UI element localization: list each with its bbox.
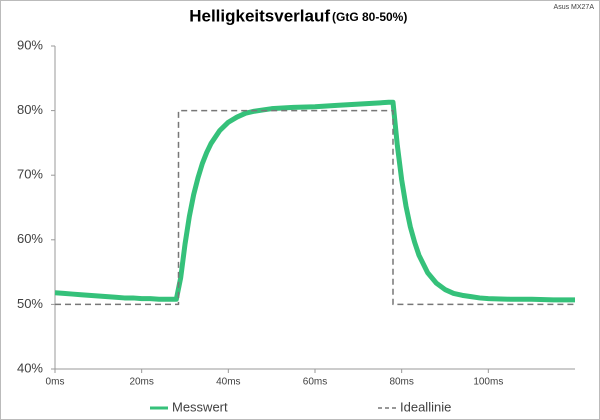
series-line [55,109,575,306]
chart-subtitle: (GtG 80-50%) [332,10,407,24]
x-tick-label: 80ms [389,377,413,388]
x-tick-label: 60ms [303,377,327,388]
x-tick-label: 20ms [129,377,153,388]
y-tick-label: 70% [17,167,43,182]
y-tick-label: 40% [17,360,43,375]
y-tick-label: 60% [17,231,43,246]
x-tick-label: 40ms [216,377,240,388]
x-tick-label: 100ms [473,377,503,388]
annotation: Asus MX27A [554,4,595,11]
chart-title: Helligkeitsverlauf [189,6,330,25]
legend-label: Ideallinie [400,399,451,414]
y-tick-label: 50% [17,296,43,311]
legend-label: Messwert [172,399,228,414]
y-tick-label: 80% [17,102,43,117]
y-tick-label: 90% [17,37,43,52]
x-tick-label: 0ms [46,377,65,388]
